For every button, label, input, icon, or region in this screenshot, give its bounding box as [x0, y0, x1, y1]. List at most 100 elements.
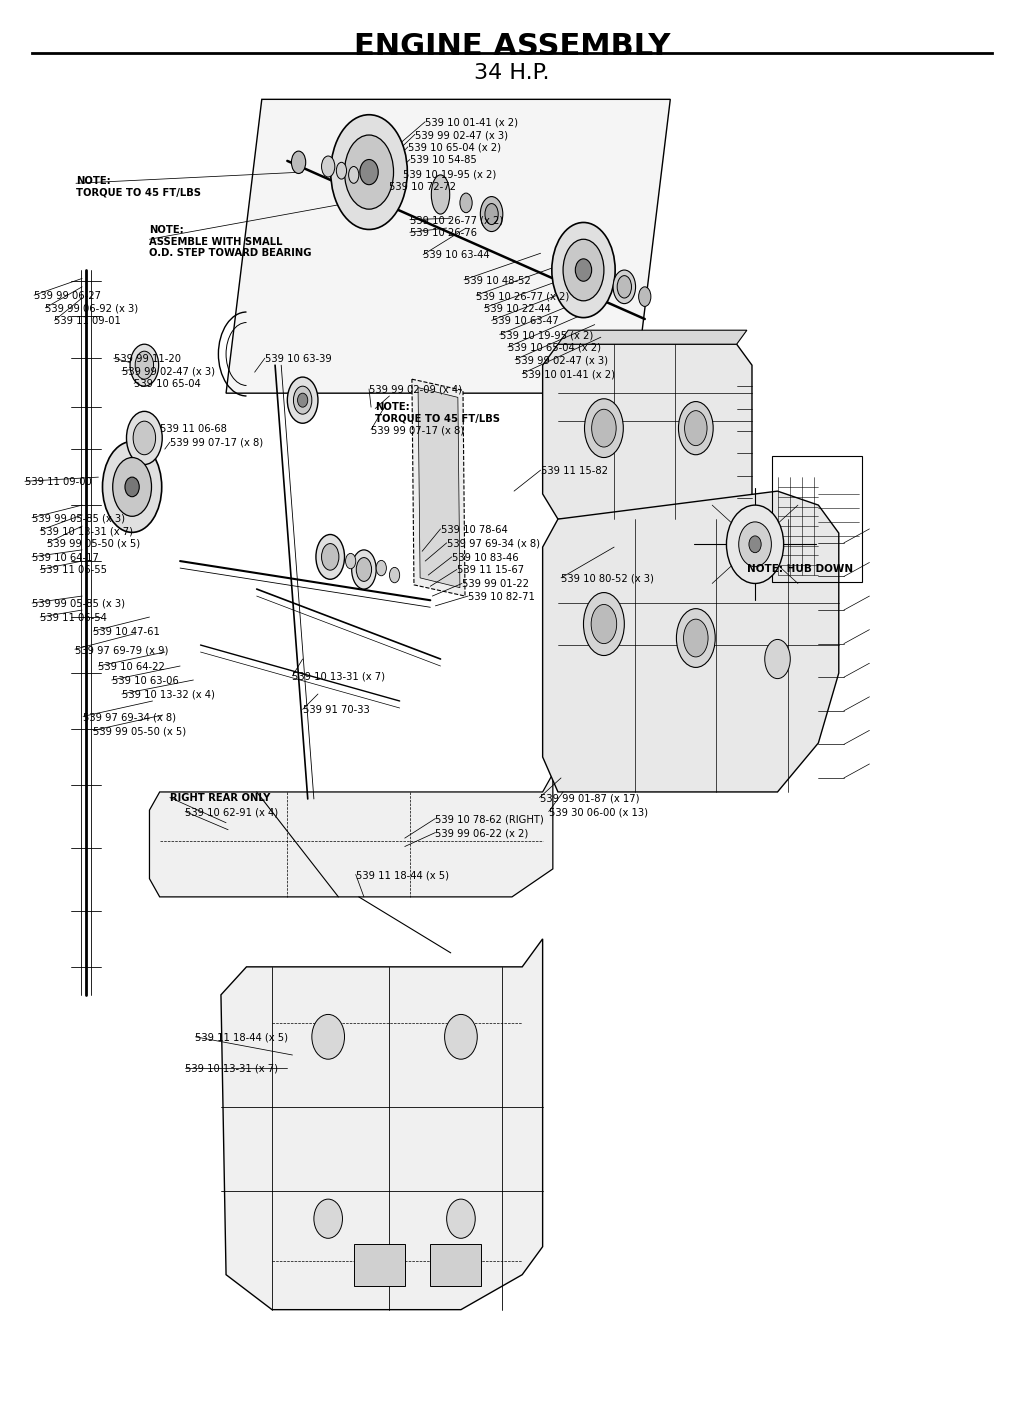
Text: 539 10 62-91 (x 4): 539 10 62-91 (x 4)	[185, 808, 279, 817]
Polygon shape	[150, 774, 553, 897]
Text: ENGINE ASSEMBLY: ENGINE ASSEMBLY	[354, 32, 670, 62]
Ellipse shape	[113, 457, 152, 516]
Text: 539 10 64-22: 539 10 64-22	[98, 662, 165, 672]
Text: 539 10 48-52: 539 10 48-52	[464, 276, 530, 286]
Ellipse shape	[592, 409, 616, 447]
Text: 539 99 02-47 (x 3): 539 99 02-47 (x 3)	[515, 355, 608, 366]
Ellipse shape	[765, 639, 791, 679]
Ellipse shape	[322, 156, 335, 177]
Text: 539 10 01-41 (x 2): 539 10 01-41 (x 2)	[522, 369, 615, 380]
Text: 539 10 63-44: 539 10 63-44	[423, 251, 489, 261]
Circle shape	[359, 160, 378, 185]
Ellipse shape	[613, 271, 636, 304]
Text: 539 91 70-33: 539 91 70-33	[303, 705, 370, 715]
Text: 539 10 19-95 (x 2): 539 10 19-95 (x 2)	[402, 170, 496, 179]
Ellipse shape	[133, 421, 156, 454]
Text: 539 99 06-92 (x 3): 539 99 06-92 (x 3)	[45, 304, 138, 314]
Text: 539 99 02-47 (x 3): 539 99 02-47 (x 3)	[415, 130, 508, 140]
Polygon shape	[412, 379, 465, 596]
Text: 539 10 22-44: 539 10 22-44	[484, 304, 551, 314]
Text: 539 11 09-00: 539 11 09-00	[25, 477, 91, 486]
Text: 539 10 47-61: 539 10 47-61	[93, 627, 160, 637]
Circle shape	[575, 259, 592, 282]
Text: 539 99 05-85 (x 3): 539 99 05-85 (x 3)	[32, 513, 125, 523]
Text: 539 99 05-50 (x 5): 539 99 05-50 (x 5)	[47, 538, 140, 548]
Ellipse shape	[135, 350, 154, 379]
Text: 539 11 06-55: 539 11 06-55	[40, 565, 108, 575]
Text: 539 99 07-17 (x 8): 539 99 07-17 (x 8)	[170, 437, 263, 449]
Polygon shape	[543, 345, 752, 519]
Text: 539 10 26-76: 539 10 26-76	[410, 229, 477, 238]
Ellipse shape	[684, 620, 708, 658]
Text: 539 11 06-54: 539 11 06-54	[40, 613, 108, 622]
Text: 539 10 01-41 (x 2): 539 10 01-41 (x 2)	[425, 118, 518, 128]
Circle shape	[446, 1199, 475, 1238]
Text: 539 11 18-44 (x 5): 539 11 18-44 (x 5)	[355, 871, 449, 880]
Circle shape	[444, 1015, 477, 1059]
Ellipse shape	[584, 593, 625, 656]
Text: 539 10 83-46: 539 10 83-46	[452, 552, 518, 562]
Polygon shape	[221, 939, 543, 1309]
Text: 539 10 63-47: 539 10 63-47	[492, 317, 558, 327]
Ellipse shape	[552, 223, 615, 318]
Bar	[430, 1244, 481, 1286]
Ellipse shape	[344, 135, 393, 209]
Text: 539 10 78-64: 539 10 78-64	[440, 524, 507, 534]
Text: 539 97 69-34 (x 8): 539 97 69-34 (x 8)	[83, 712, 176, 722]
Circle shape	[749, 536, 761, 552]
Text: 539 97 69-34 (x 8): 539 97 69-34 (x 8)	[446, 538, 540, 548]
Text: 539 99 05-50 (x 5): 539 99 05-50 (x 5)	[93, 726, 186, 736]
Text: 539 99 02-47 (x 3): 539 99 02-47 (x 3)	[122, 366, 215, 377]
Ellipse shape	[431, 175, 450, 215]
Ellipse shape	[685, 411, 707, 446]
Text: 539 10 65-04: 539 10 65-04	[134, 379, 201, 390]
Circle shape	[312, 1015, 344, 1059]
Text: 539 10 78-62 (RIGHT): 539 10 78-62 (RIGHT)	[435, 815, 544, 824]
Text: 539 99 05-85 (x 3): 539 99 05-85 (x 3)	[32, 599, 125, 608]
Ellipse shape	[677, 608, 715, 667]
Text: NOTE:
ASSEMBLE WITH SMALL
O.D. STEP TOWARD BEARING: NOTE: ASSEMBLE WITH SMALL O.D. STEP TOWA…	[150, 226, 312, 258]
Circle shape	[298, 393, 308, 407]
Text: NOTE: HUB DOWN: NOTE: HUB DOWN	[746, 564, 853, 573]
Polygon shape	[418, 387, 460, 587]
Text: 539 10 13-32 (x 4): 539 10 13-32 (x 4)	[122, 690, 215, 700]
Text: 539 10 13-31 (x 7): 539 10 13-31 (x 7)	[293, 672, 385, 681]
Text: 539 30 06-00 (x 13): 539 30 06-00 (x 13)	[549, 808, 648, 817]
Ellipse shape	[316, 534, 344, 579]
Circle shape	[726, 505, 783, 583]
Text: 539 10 13-31 (x 7): 539 10 13-31 (x 7)	[185, 1063, 279, 1074]
Ellipse shape	[331, 115, 408, 230]
Bar	[353, 1244, 404, 1286]
Text: 539 10 82-71: 539 10 82-71	[468, 592, 535, 601]
Text: 539 10 63-06: 539 10 63-06	[112, 676, 178, 686]
Ellipse shape	[322, 544, 339, 571]
Text: 539 99 11-20: 539 99 11-20	[114, 353, 180, 365]
Text: 539 99 01-87 (x 17): 539 99 01-87 (x 17)	[540, 794, 639, 803]
Circle shape	[738, 522, 771, 566]
Text: 539 11 06-68: 539 11 06-68	[160, 423, 226, 435]
Ellipse shape	[336, 163, 346, 179]
Circle shape	[314, 1199, 342, 1238]
Text: 539 11 15-82: 539 11 15-82	[541, 465, 607, 475]
Text: RIGHT REAR ONLY: RIGHT REAR ONLY	[170, 794, 270, 803]
Text: 539 10 63-39: 539 10 63-39	[265, 353, 332, 365]
Text: 539 11 18-44 (x 5): 539 11 18-44 (x 5)	[196, 1033, 289, 1043]
Ellipse shape	[460, 193, 472, 213]
Text: 539 10 13-31 (x 7): 539 10 13-31 (x 7)	[40, 526, 133, 536]
Ellipse shape	[351, 550, 376, 589]
Ellipse shape	[348, 167, 358, 184]
Ellipse shape	[617, 276, 632, 299]
Text: 539 10 64-17: 539 10 64-17	[32, 552, 99, 562]
Ellipse shape	[585, 398, 624, 457]
Ellipse shape	[356, 558, 372, 582]
Polygon shape	[226, 100, 671, 393]
Polygon shape	[543, 491, 839, 792]
Ellipse shape	[376, 561, 386, 576]
Ellipse shape	[102, 442, 162, 533]
Ellipse shape	[288, 377, 318, 423]
Text: 34 H.P.: 34 H.P.	[474, 63, 550, 83]
Text: 539 10 80-52 (x 3): 539 10 80-52 (x 3)	[561, 573, 654, 583]
Polygon shape	[558, 331, 746, 345]
Ellipse shape	[480, 196, 503, 231]
Text: 539 10 26-77 (x 2): 539 10 26-77 (x 2)	[410, 216, 503, 226]
